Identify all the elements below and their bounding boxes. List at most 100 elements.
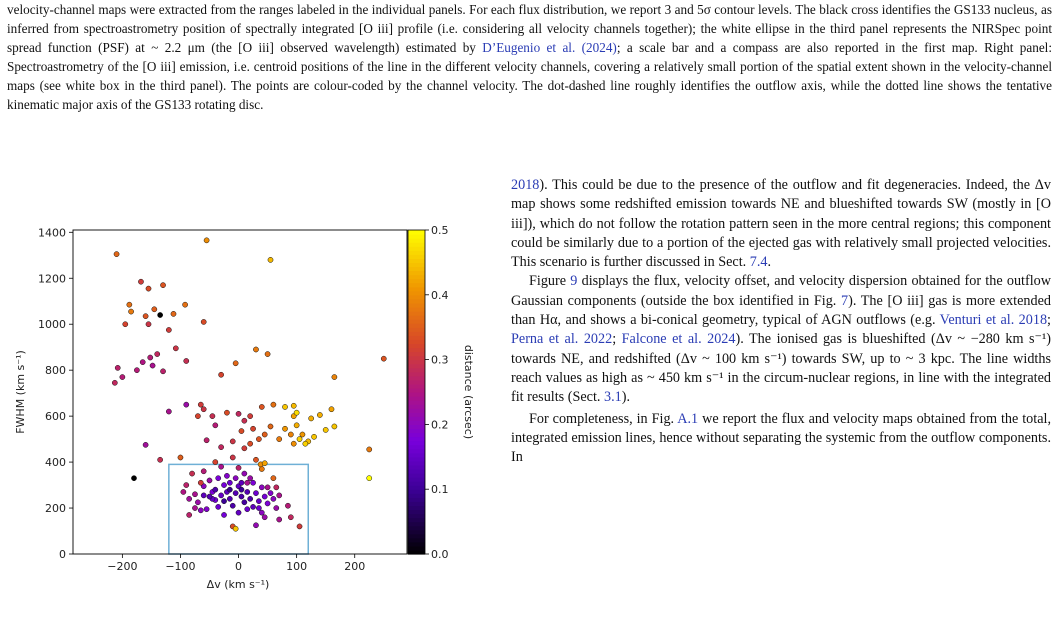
- data-point: [273, 484, 280, 491]
- data-point: [203, 506, 210, 513]
- body-text-column: 2018). This could be due to the presence…: [511, 176, 1051, 467]
- x-axis-label: Δv (km s⁻¹): [207, 578, 270, 591]
- colorbar-segment: [408, 432, 425, 438]
- data-point: [229, 438, 236, 445]
- colorbar-tick-label: 0.4: [431, 289, 449, 302]
- data-point: [258, 404, 265, 410]
- data-point: [145, 285, 152, 292]
- y-tick-label: 800: [45, 364, 66, 377]
- data-point: [261, 514, 268, 521]
- colorbar-segment: [408, 440, 425, 446]
- text-segment: we report the flux and velocity maps obt…: [511, 410, 1051, 466]
- colorbar-tick-label: 0.3: [431, 354, 449, 367]
- citation-link[interactable]: 2018: [511, 177, 540, 193]
- y-tick-label: 1200: [38, 272, 66, 285]
- colorbar-segment: [408, 355, 425, 361]
- colorbar-segment: [408, 456, 425, 462]
- data-point: [282, 404, 288, 410]
- text-segment: ;: [1047, 312, 1051, 329]
- citation-link[interactable]: Perna et al. 2022: [511, 331, 613, 348]
- colorbar-segment: [408, 392, 425, 397]
- colorbar-segment: [408, 266, 425, 272]
- colorbar-segment: [408, 250, 425, 255]
- colorbar-segment: [408, 246, 425, 251]
- colorbar-tick-label: 0.2: [431, 418, 449, 431]
- data-point: [293, 409, 300, 416]
- data-point: [142, 442, 149, 448]
- data-point: [244, 489, 251, 495]
- citation-link[interactable]: D’Eugenio et al. (2024): [482, 40, 617, 55]
- colorbar-segment: [408, 444, 425, 450]
- colorbar-label: distance (arcsec): [462, 345, 475, 439]
- data-point: [183, 401, 190, 408]
- colorbar-segment: [408, 505, 425, 511]
- colorbar-segment: [408, 254, 425, 259]
- data-point: [149, 362, 156, 369]
- text-segment: displays the flux, velocity offset, and …: [511, 273, 1052, 309]
- citation-link[interactable]: A.1: [677, 410, 699, 427]
- colorbar-segment: [408, 270, 425, 276]
- data-point: [154, 351, 161, 357]
- citation-link[interactable]: 9: [570, 273, 578, 290]
- citation-link[interactable]: 7.4: [749, 254, 768, 271]
- colorbar-segment: [408, 468, 425, 474]
- data-point: [253, 490, 259, 496]
- colorbar-segment: [408, 404, 425, 409]
- colorbar-segment: [408, 513, 425, 519]
- data-point: [308, 415, 315, 422]
- colorbar-segment: [408, 294, 425, 300]
- data-point: [200, 319, 207, 325]
- colorbar-segment: [408, 367, 425, 373]
- data-point: [170, 311, 177, 317]
- data-point: [238, 479, 245, 486]
- data-point: [200, 492, 207, 499]
- data-point: [215, 475, 222, 482]
- colorbar-segment: [408, 327, 425, 332]
- y-tick-label: 1000: [38, 318, 66, 331]
- data-point: [226, 479, 233, 486]
- colorbar-segment: [408, 335, 425, 340]
- data-point: [160, 282, 166, 288]
- citation-link[interactable]: 3.1: [604, 389, 622, 406]
- data-point: [157, 456, 163, 463]
- data-point: [180, 489, 187, 495]
- data-point: [221, 498, 227, 504]
- data-point: [212, 422, 219, 429]
- data-point: [238, 493, 245, 500]
- data-point: [267, 257, 274, 263]
- colorbar-segment: [408, 489, 425, 494]
- data-point: [197, 401, 204, 408]
- data-point: [221, 512, 227, 518]
- data-point: [134, 367, 140, 374]
- colorbar-segment: [408, 383, 425, 389]
- colorbar: 0.0 0.1 0.2 0.3 0.4 0.5: [407, 224, 449, 561]
- data-point: [296, 436, 303, 442]
- data-point: [232, 360, 239, 367]
- y-tick-label: 400: [45, 456, 66, 469]
- colorbar-tick-label: 0.5: [431, 224, 449, 237]
- data-point: [151, 306, 158, 313]
- data-point: [221, 482, 227, 488]
- colorbar-segment: [408, 485, 425, 490]
- colorbar-segment: [408, 509, 425, 515]
- data-point: [218, 492, 224, 499]
- data-point: [317, 412, 323, 418]
- data-point: [186, 496, 193, 502]
- data-point: [226, 486, 233, 493]
- text-segment: ). This could be due to the presence of …: [511, 177, 1051, 271]
- data-point: [209, 413, 216, 419]
- colorbar-segment: [408, 258, 425, 263]
- data-point: [192, 491, 198, 498]
- data-point: [276, 492, 283, 499]
- data-point: [145, 321, 152, 328]
- text-segment: velocity-channel maps were extracted fro…: [7, 2, 1052, 55]
- citation-link[interactable]: 7: [841, 292, 849, 309]
- data-point: [282, 425, 288, 432]
- colorbar-segment: [408, 460, 425, 466]
- data-point: [128, 308, 134, 315]
- colorbar-segment: [408, 420, 425, 425]
- data-point: [250, 479, 256, 486]
- colorbar-segment: [408, 521, 425, 527]
- citation-link[interactable]: Venturi et al. 2018: [939, 312, 1048, 329]
- citation-link[interactable]: Falcone et al. 2024: [621, 331, 736, 348]
